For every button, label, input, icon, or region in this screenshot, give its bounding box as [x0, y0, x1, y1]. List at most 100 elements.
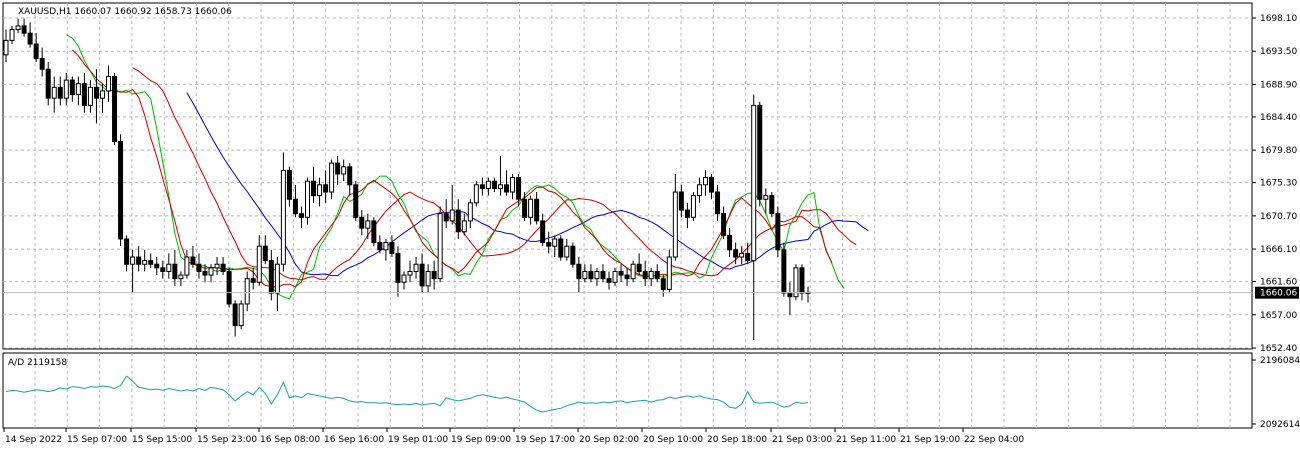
candle	[335, 155, 341, 185]
candle	[99, 83, 105, 113]
candle-body-bearish	[148, 260, 154, 265]
time-tick-label: 14 Sep 2022	[5, 435, 62, 445]
candle-body-bearish	[33, 43, 39, 59]
time-tick-label: 15 Sep 15:00	[132, 435, 192, 445]
candle	[63, 72, 69, 106]
candle-body-bearish	[359, 216, 365, 229]
candle-body-bullish	[274, 263, 280, 294]
candle	[413, 257, 419, 279]
candle-body-bearish	[618, 270, 624, 276]
candle-body-bullish	[582, 270, 588, 280]
candle-body-bearish	[202, 270, 208, 276]
candle-body-bullish	[142, 260, 148, 265]
candle	[660, 275, 666, 297]
candle	[262, 235, 268, 265]
candle	[166, 253, 172, 279]
candle-body-bearish	[503, 184, 509, 193]
candle	[787, 282, 793, 315]
candle-body-bearish	[558, 238, 564, 258]
time-tick-label: 16 Sep 16:00	[324, 435, 384, 445]
candle-body-bullish	[317, 184, 323, 197]
candle	[353, 181, 359, 221]
price-tick-label: 1670.70	[1260, 212, 1297, 222]
candle-body-bullish	[528, 198, 534, 218]
indicator-axis: 2196084 2092614	[1252, 356, 1300, 430]
candle	[250, 267, 256, 290]
candle-body-bullish	[280, 169, 286, 265]
candle-body-bullish	[690, 195, 696, 218]
time-tick-label: 20 Sep 02:00	[579, 435, 639, 445]
candle	[570, 242, 576, 268]
candle-body-bullish	[208, 267, 214, 276]
candle	[497, 155, 503, 196]
candle	[775, 206, 781, 258]
candle	[588, 264, 594, 283]
time-tick-label: 16 Sep 08:00	[260, 435, 320, 445]
candle	[751, 94, 757, 341]
current-price-box	[1255, 286, 1299, 299]
candle	[461, 213, 467, 236]
candle-body-bearish	[443, 213, 449, 222]
price-tick-label: 1666.10	[1260, 245, 1297, 255]
candle-body-bullish	[763, 195, 769, 200]
price-tick-label: 1652.40	[1260, 344, 1297, 354]
price-pane-border	[2, 2, 1253, 350]
candle	[311, 166, 317, 203]
time-tick-label: 19 Sep 09:00	[451, 435, 511, 445]
moving-average-line	[71, 49, 833, 288]
candle	[15, 18, 21, 34]
candle-body-bearish	[516, 177, 522, 200]
candle	[232, 300, 238, 337]
candle	[793, 264, 799, 301]
candle-body-bearish	[81, 83, 87, 106]
candle-body-bullish	[87, 86, 93, 106]
candle-body-bearish	[250, 278, 256, 283]
candlesticks[interactable]	[3, 18, 811, 341]
candle-body-bullish	[630, 263, 636, 280]
candle	[190, 246, 196, 268]
price-tick-label: 1698.10	[1260, 14, 1297, 24]
candle-body-bearish	[292, 198, 298, 215]
candle-body-bearish	[419, 263, 425, 287]
candle-body-bearish	[353, 184, 359, 218]
candle-body-bearish	[262, 245, 268, 262]
candle	[238, 300, 244, 330]
candle-body-bearish	[431, 270, 437, 280]
candle-body-bullish	[99, 90, 105, 99]
candle-body-bearish	[715, 191, 721, 215]
candle	[540, 213, 546, 247]
candle	[87, 80, 93, 113]
candle-body-bullish	[305, 180, 310, 218]
candle-body-bullish	[329, 162, 335, 193]
time-axis: 14 Sep 2022 15 Sep 07:00 15 Sep 15:00 15 Se…	[3, 428, 1024, 445]
candle-body-bearish	[154, 263, 160, 269]
candle-body-bearish	[733, 249, 739, 258]
price-tick-label: 1661.60	[1260, 278, 1297, 288]
candle	[522, 192, 528, 221]
candle-body-bearish	[546, 242, 552, 247]
candle-body-bullish	[497, 184, 503, 189]
time-tick-label: 19 Sep 01:00	[388, 435, 448, 445]
candle-body-bullish	[9, 29, 15, 41]
candle-body-bearish	[226, 270, 232, 305]
candle-body-bearish	[190, 256, 196, 265]
candle-body-bearish	[268, 260, 274, 294]
candle-body-bearish	[377, 242, 383, 251]
candle	[292, 184, 298, 218]
candle	[642, 260, 648, 286]
candle-body-bearish	[787, 292, 793, 298]
candle	[721, 206, 727, 239]
candle-body-bullish	[244, 278, 250, 305]
price-grid	[3, 3, 1252, 349]
candle	[69, 76, 75, 102]
candle-body-bearish	[491, 180, 497, 189]
candle-body-bullish	[648, 270, 654, 280]
candle-body-bearish	[347, 166, 353, 186]
ad-line-path	[5, 375, 809, 413]
time-tick-label: 15 Sep 23:00	[197, 435, 257, 445]
candle-body-bullish	[407, 270, 413, 276]
candle-body-bearish	[39, 57, 45, 70]
candle-body-bearish	[570, 245, 576, 265]
time-tick-label: 21 Sep 11:00	[836, 435, 896, 445]
candle-body-bearish	[479, 184, 485, 189]
